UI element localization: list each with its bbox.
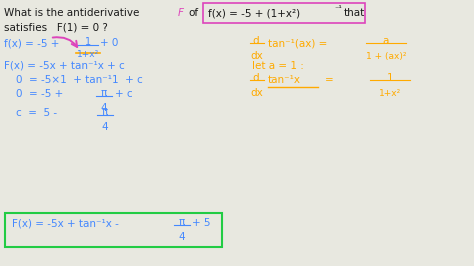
Text: F(x) = -5x + tan⁻¹x + c: F(x) = -5x + tan⁻¹x + c (4, 61, 125, 71)
Text: dx: dx (250, 51, 263, 61)
Text: 1+x²: 1+x² (379, 89, 401, 98)
Text: tan⁻¹(ax) =: tan⁻¹(ax) = (268, 38, 328, 48)
Text: 0  = -5 +: 0 = -5 + (16, 89, 63, 99)
Text: π: π (102, 107, 108, 117)
Text: + 0: + 0 (100, 38, 118, 48)
Text: f(x) = -5 + (1+x²): f(x) = -5 + (1+x²) (208, 8, 300, 18)
Text: that: that (344, 8, 365, 18)
Text: let a = 1 :: let a = 1 : (252, 61, 304, 71)
Text: satisfies   F(1) = 0 ?: satisfies F(1) = 0 ? (4, 22, 108, 32)
Text: dx: dx (250, 88, 263, 98)
Text: f(x) = -5 +: f(x) = -5 + (4, 38, 59, 48)
Text: π: π (179, 217, 185, 227)
Text: d: d (252, 73, 259, 83)
Text: 4: 4 (102, 122, 109, 132)
Text: + 5: + 5 (192, 218, 210, 228)
Text: of: of (188, 8, 198, 18)
Text: 1: 1 (85, 37, 91, 47)
Text: ⁻¹: ⁻¹ (334, 4, 342, 13)
Text: 1 + (ax)²: 1 + (ax)² (366, 52, 406, 61)
Text: c  =  5 -: c = 5 - (16, 108, 57, 118)
Text: F(x) = -5x + tan⁻¹x -: F(x) = -5x + tan⁻¹x - (12, 218, 119, 228)
Text: 4: 4 (100, 103, 107, 113)
Text: 4: 4 (179, 232, 185, 242)
Text: 1: 1 (387, 73, 393, 83)
Text: π: π (101, 88, 107, 98)
Text: tan⁻¹x: tan⁻¹x (268, 75, 301, 85)
Text: 0  = -5×1  + tan⁻¹1  + c: 0 = -5×1 + tan⁻¹1 + c (16, 75, 143, 85)
Text: =: = (325, 75, 334, 85)
Text: a: a (383, 36, 389, 46)
Text: d: d (252, 36, 259, 46)
Text: F: F (178, 8, 184, 18)
Text: 1+x²: 1+x² (77, 50, 99, 59)
Text: + c: + c (115, 89, 133, 99)
Text: What is the antiderivative: What is the antiderivative (4, 8, 139, 18)
